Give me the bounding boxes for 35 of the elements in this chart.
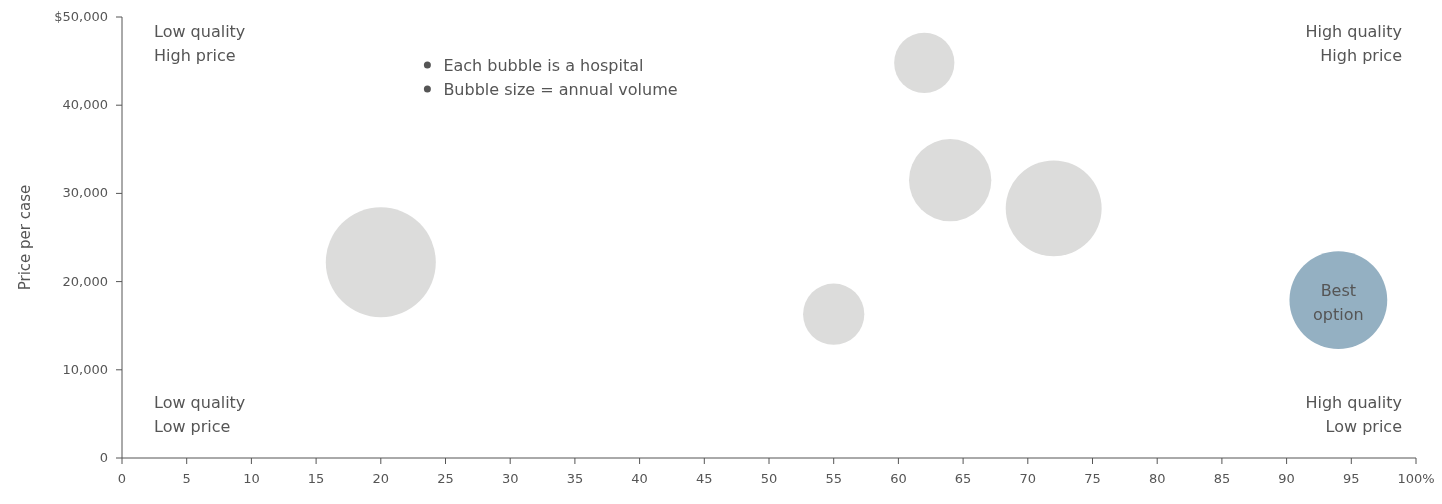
annotation: Low quality Low price <box>154 393 246 436</box>
x-tick-label: 45 <box>696 471 713 486</box>
x-tick-label: 15 <box>307 471 325 486</box>
annotation: Low quality High price <box>154 22 246 65</box>
x-tick-label: 75 <box>1084 471 1101 486</box>
x-tick-label: 50 <box>760 471 778 486</box>
y-tick-label: $50,000 <box>54 9 108 24</box>
y-tick-label: 20,000 <box>62 273 108 289</box>
x-tick-label: 100% <box>1397 471 1435 486</box>
annotation: Each bubble is a hospital <box>443 56 644 75</box>
x-tick-label: 80 <box>1148 471 1166 486</box>
x-tick-label: 25 <box>437 471 454 486</box>
x-tick-label: 65 <box>954 471 972 486</box>
x-tick-label: 60 <box>890 471 907 486</box>
y-tick-label: 0 <box>99 450 108 465</box>
annotation: Bubble size = annual volume <box>443 80 678 99</box>
x-tick-label: 85 <box>1213 471 1231 486</box>
x-tick-label: 10 <box>243 471 260 486</box>
y-tick-label: 40,000 <box>62 97 108 113</box>
x-tick-label: 5 <box>182 471 191 486</box>
y-axis-title: Price per case <box>16 184 34 291</box>
x-tick-label: 55 <box>825 471 842 486</box>
y-tick-label: 10,000 <box>62 361 108 377</box>
x-tick-label: 40 <box>631 471 648 486</box>
x-tick-label: 90 <box>1278 471 1295 486</box>
annotation: High quality High price <box>1305 22 1402 65</box>
annotation: High quality Low price <box>1305 393 1402 436</box>
annotation: Best option <box>1313 281 1364 325</box>
x-tick-label: 95 <box>1343 471 1360 486</box>
x-tick-label: 20 <box>372 471 390 486</box>
x-tick-label: 30 <box>501 471 519 486</box>
x-tick-label: 35 <box>566 471 584 486</box>
x-tick-label: 70 <box>1019 471 1037 486</box>
y-tick-label: 30,000 <box>62 185 108 201</box>
x-tick-label: 0 <box>117 471 127 486</box>
